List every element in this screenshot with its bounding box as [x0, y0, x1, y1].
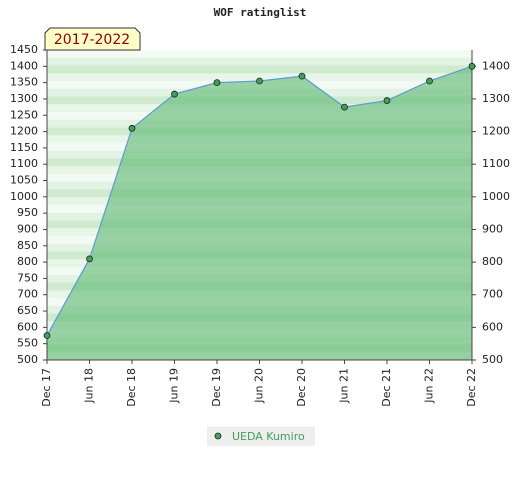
- point: [128, 124, 136, 132]
- y2-tick-label: 900: [482, 222, 503, 235]
- y2-tick-label: 1100: [482, 157, 510, 170]
- y2-tick-label: 700: [482, 288, 503, 301]
- y-tick-label: 1100: [10, 157, 38, 170]
- point: [298, 72, 306, 80]
- y-tick-label: 800: [17, 255, 38, 268]
- x-tick-label: Dec 19: [210, 368, 223, 407]
- x-tick-label: Dec 22: [465, 368, 478, 407]
- stripe: [47, 73, 472, 82]
- y2-tick-label: 1200: [482, 125, 510, 138]
- x-tick-label: Dec 17: [40, 368, 53, 407]
- x-tick-label: Dec 20: [295, 368, 308, 407]
- x-tick-label: Jun 19: [168, 368, 181, 404]
- y-tick-label: 650: [17, 304, 38, 317]
- x-tick-label: Jun 21: [338, 368, 351, 404]
- y-tick-label: 1300: [10, 92, 38, 105]
- y-tick-label: 900: [17, 222, 38, 235]
- point: [468, 62, 476, 70]
- point: [383, 97, 391, 104]
- y2-tick-label: 1000: [482, 190, 510, 203]
- y-tick-label: 550: [17, 337, 38, 350]
- y-tick-label: 750: [17, 271, 38, 284]
- legend-marker: [214, 432, 222, 440]
- x-tick-label: Dec 21: [380, 368, 393, 407]
- y-tick-label: 1250: [10, 108, 38, 121]
- point: [86, 255, 93, 263]
- stripe: [47, 50, 472, 59]
- x-tick-label: Jun 18: [83, 368, 96, 404]
- point: [256, 77, 263, 85]
- y-tick-label: 950: [17, 206, 38, 219]
- y-tick-label: 850: [17, 239, 38, 252]
- area: [47, 66, 472, 360]
- stripe: [47, 65, 472, 74]
- y2-tick-label: 1300: [482, 92, 510, 105]
- y-tick-label: 1350: [10, 76, 38, 89]
- y2-tick-label: 600: [482, 320, 503, 333]
- y-tick-label: 1400: [10, 59, 38, 72]
- x-tick-label: Jun 20: [253, 368, 266, 404]
- y-tick-label: 500: [17, 353, 38, 366]
- y2-tick-label: 800: [482, 255, 503, 268]
- y-tick-label: 1050: [10, 174, 38, 187]
- legend-box: [207, 427, 315, 446]
- y2-tick-label: 1400: [482, 59, 510, 72]
- y-tick-label: 700: [17, 288, 38, 301]
- x-tick-label: Dec 18: [125, 368, 138, 407]
- chart-title: WOF ratinglist: [214, 6, 307, 19]
- annotation: 2017-2022: [54, 32, 130, 48]
- point: [171, 90, 178, 98]
- point: [426, 77, 433, 85]
- point: [341, 103, 348, 111]
- y-tick-label: 1450: [10, 43, 38, 56]
- legend-label: UEDA Kumiro: [232, 430, 305, 443]
- annotation-box: [44, 27, 141, 51]
- x-tick-label: Jun 22: [423, 368, 436, 404]
- y-tick-label: 1200: [10, 125, 38, 138]
- point: [43, 332, 51, 339]
- y2-tick-label: 500: [482, 353, 503, 366]
- y-tick-label: 600: [17, 320, 38, 333]
- y-tick-label: 1150: [10, 141, 38, 154]
- point: [213, 79, 221, 87]
- stripe: [47, 57, 472, 66]
- y-tick-label: 1000: [10, 190, 38, 203]
